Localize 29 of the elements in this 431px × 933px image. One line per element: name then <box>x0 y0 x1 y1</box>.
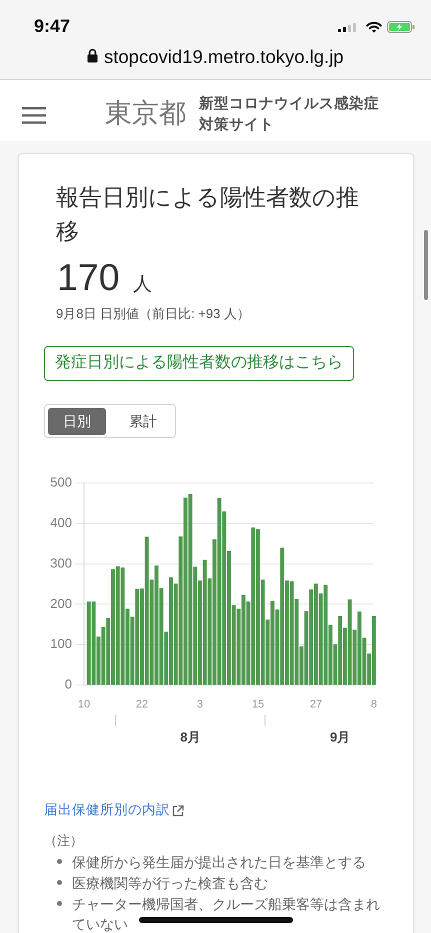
y-tick-label: 0 <box>64 676 72 692</box>
x-tick-label: 8 <box>370 698 378 711</box>
text: チャーター機帰国者、クルーズ船乗客等は含まれていない <box>72 895 381 933</box>
text: 新型コロナウイルス感染症対策サイト <box>199 94 380 135</box>
text: 9月8日 日別値（前日比: +93 人） <box>56 305 250 323</box>
chart-title: 報告日別による陽性者数の推移 <box>56 183 360 246</box>
text: 発症日別による陽性者数の推移はこちら <box>54 353 344 372</box>
text: 届出保健所別の内訳 <box>44 801 170 819</box>
x-tick-label: 15 <box>252 698 264 711</box>
text: 累計 <box>128 413 158 430</box>
x-tick-label: 3 <box>196 698 204 711</box>
x-tick-label: 22 <box>136 698 148 711</box>
x-tick-label: 27 <box>310 698 322 711</box>
text: 170 人 <box>57 256 152 300</box>
text: 保健所から発生届が提出された日を基準とする <box>72 853 367 872</box>
y-tick-label: 300 <box>50 555 72 570</box>
x2-tick-label: 8月 <box>180 729 200 744</box>
text: （注） <box>44 832 83 850</box>
x2-tick-label: 9月 <box>330 729 350 744</box>
x-tick-label: 10 <box>78 698 90 711</box>
y-tick-label: 100 <box>50 636 72 652</box>
text: stopcovid19.metro.tokyo.lg.jp <box>104 46 344 68</box>
y-tick-label: 400 <box>50 514 72 530</box>
text: 医療機関等が行った検査も含む <box>72 874 269 893</box>
y-tick-label: 200 <box>50 596 72 611</box>
y-tick-label: 500 <box>50 474 72 490</box>
text: 東京都 <box>105 97 186 130</box>
text: 9:47 <box>34 16 70 37</box>
text: 日別 <box>62 413 92 430</box>
